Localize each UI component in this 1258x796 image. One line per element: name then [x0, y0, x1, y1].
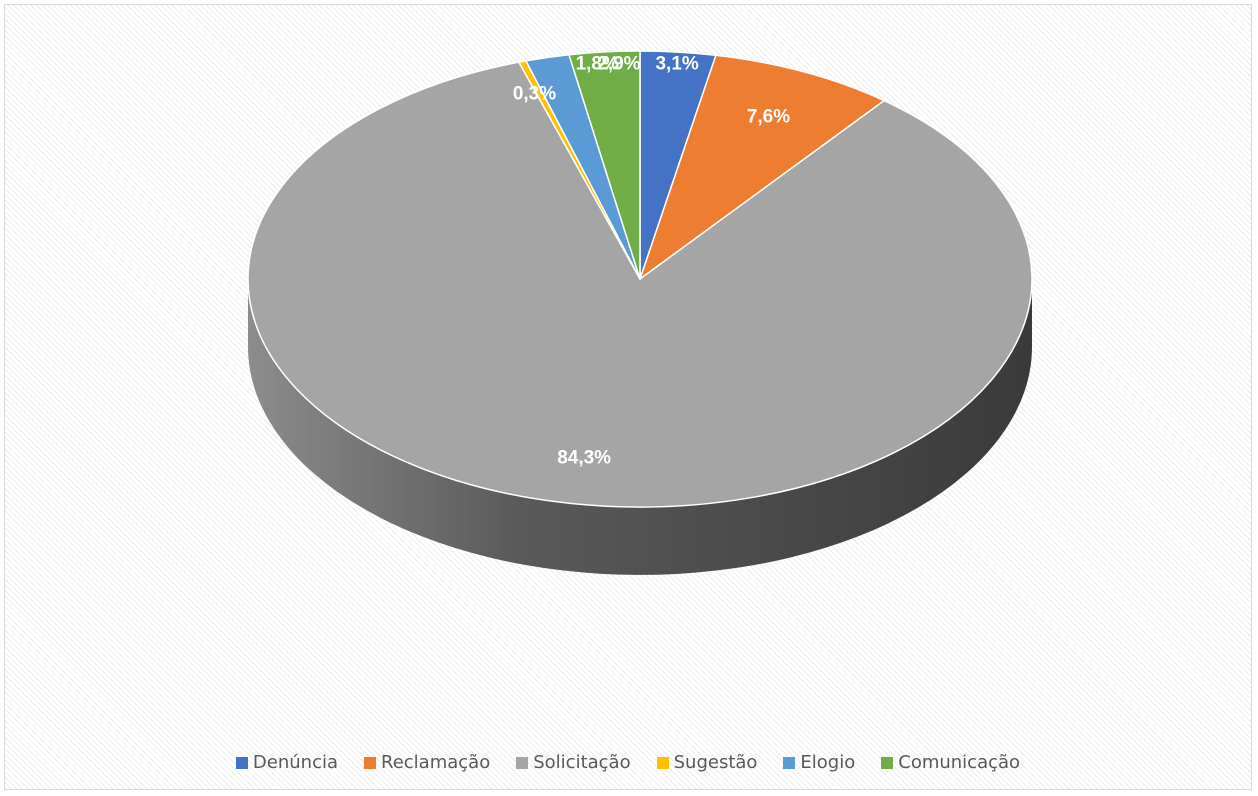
legend-label: Elogio [800, 752, 856, 773]
legend-label: Reclamação [381, 752, 491, 773]
data-label-elogio: 1,8% [576, 54, 619, 75]
pie-chart: 3,1% 7,6% 84,3% 0,3% 1,8%2,9% [247, 50, 1033, 575]
legend-label: Comunicação [898, 752, 1021, 773]
pie-slice-reclamacao [639, 54, 885, 280]
chart-area: 3,1% 7,6% 84,3% 0,3% 1,8% 2,9% Denúncia Reclam… [4, 4, 1252, 790]
legend-label: Sugestão [673, 752, 758, 773]
pie-side-wall [248, 279, 1032, 575]
legend: Denúncia Reclamação Solicitação Sugestão Elo… [5, 752, 1251, 773]
pie-slice-comunicacao [568, 50, 641, 280]
legend-swatch [364, 756, 377, 769]
data-label-comunicacao: 2,9% [597, 54, 640, 75]
legend-swatch [783, 756, 796, 769]
legend-swatch [656, 756, 669, 769]
data-label-denuncia: 3,1% [655, 54, 698, 75]
pie-slice-solicitacao [247, 61, 1033, 508]
legend-entry-comunicacao: Comunicação [881, 752, 1020, 773]
legend-entry-solicitacao: Solicitação [516, 752, 631, 773]
legend-entry-elogio: Elogio [783, 752, 855, 773]
data-label-solicitacao: 84,3% [557, 447, 611, 468]
data-label-reclamacao: 7,6% [747, 107, 790, 128]
legend-swatch [516, 756, 529, 769]
legend-swatch [881, 756, 894, 769]
legend-label: Denúncia [252, 752, 339, 773]
legend-entry-sugestao: Sugestão [656, 752, 758, 773]
data-label-sugestao: 0,3% [513, 84, 556, 105]
legend-swatch [235, 756, 248, 769]
legend-entry-reclamacao: Reclamação [364, 752, 490, 773]
legend-label: Solicitação [533, 752, 631, 773]
legend-entry-denuncia: Denúncia [235, 752, 339, 773]
